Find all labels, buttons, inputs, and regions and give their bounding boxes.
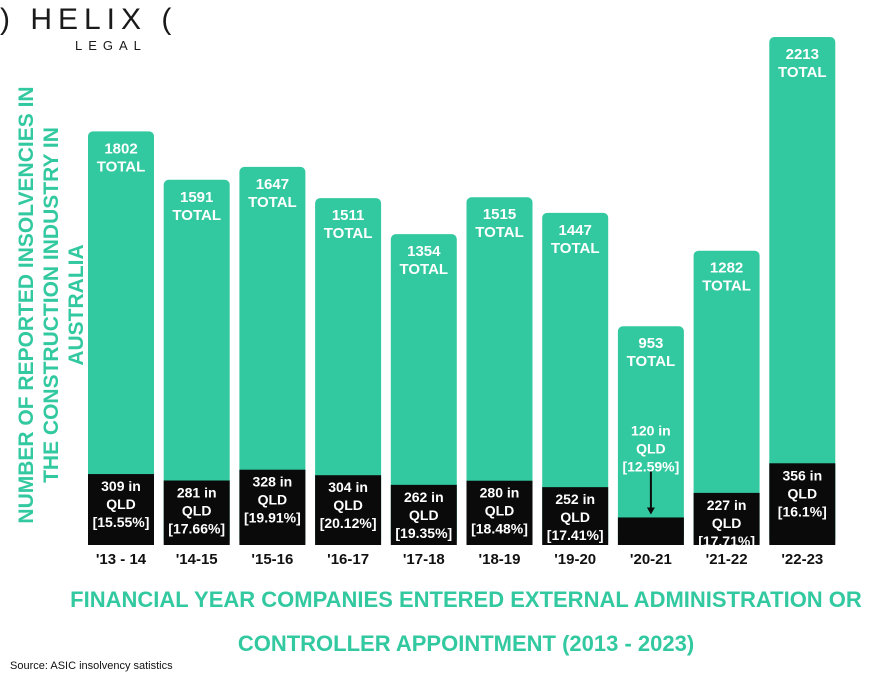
x-tick-label: '13 - 14 — [96, 551, 147, 568]
qld-label: QLD — [333, 497, 363, 513]
qld-bar — [88, 474, 154, 545]
total-label: TOTAL — [399, 261, 448, 278]
helix-legal-logo: ) HELIX ( LEGAL — [0, 0, 230, 60]
qld-bar — [466, 480, 533, 545]
qld-label: 120 in — [631, 422, 671, 438]
logo-wordmark: ) HELIX ( — [0, 3, 178, 36]
total-bar — [315, 198, 382, 546]
total-bar — [542, 212, 609, 545]
qld-label: 262 in — [404, 489, 444, 505]
qld-label: 252 in — [555, 491, 595, 507]
x-tick-label: '17-18 — [403, 551, 445, 568]
qld-label: QLD — [560, 509, 590, 525]
total-label: TOTAL — [324, 225, 373, 242]
qld-label: [15.55%] — [93, 514, 150, 530]
qld-label: [12.59%] — [622, 458, 679, 474]
qld-label: QLD — [788, 485, 818, 501]
total-label: 1647 — [256, 176, 289, 193]
total-label: 1354 — [407, 243, 441, 260]
total-bar — [163, 179, 230, 545]
total-label: TOTAL — [172, 207, 221, 224]
qld-label: [17.41%] — [547, 527, 604, 543]
qld-label: QLD — [712, 515, 742, 531]
total-label: 1515 — [483, 206, 516, 223]
qld-bar — [390, 484, 457, 545]
qld-label: [17.66%] — [168, 520, 225, 536]
qld-label: [16.1%] — [778, 503, 827, 519]
qld-label: QLD — [106, 496, 136, 512]
qld-bar — [769, 463, 836, 545]
qld-label: QLD — [258, 492, 288, 508]
qld-label: QLD — [409, 507, 439, 523]
total-bar — [693, 250, 760, 546]
x-tick-label: '19-20 — [554, 551, 596, 568]
total-label: 1511 — [332, 207, 365, 224]
x-tick-label: '20-21 — [630, 551, 672, 568]
total-bar — [239, 166, 306, 545]
total-bar — [466, 197, 533, 545]
total-label: 953 — [638, 335, 663, 352]
total-bar — [390, 234, 457, 545]
qld-bar — [542, 487, 609, 545]
x-tick-label: '16-17 — [327, 551, 369, 568]
qld-label: 281 in — [177, 484, 217, 500]
qld-bar — [693, 492, 760, 545]
total-bar — [617, 326, 684, 545]
total-label: TOTAL — [551, 240, 600, 257]
x-tick-label: '15-16 — [251, 551, 293, 568]
qld-label: [19.35%] — [395, 525, 452, 541]
qld-label: QLD — [485, 503, 515, 519]
qld-label: 356 in — [782, 467, 822, 483]
qld-label: 328 in — [253, 474, 293, 490]
total-label: TOTAL — [778, 64, 827, 81]
total-label: TOTAL — [475, 224, 524, 241]
x-tick-label: '14-15 — [176, 551, 218, 568]
total-label: 1802 — [104, 140, 137, 157]
x-tick-label: '21-22 — [706, 551, 748, 568]
qld-label: [19.91%] — [244, 510, 301, 526]
total-label: TOTAL — [627, 353, 676, 370]
total-label: 2213 — [786, 46, 819, 63]
total-label: TOTAL — [702, 278, 751, 295]
total-label: TOTAL — [97, 158, 146, 175]
source-note: Source: ASIC insolvency satistics — [10, 660, 173, 672]
total-bar — [769, 37, 836, 545]
qld-label: QLD — [636, 440, 666, 456]
total-label: 1447 — [559, 222, 592, 239]
total-label: 1591 — [180, 189, 213, 206]
qld-label: 309 in — [101, 478, 141, 494]
logo-subtitle: LEGAL — [75, 38, 147, 53]
qld-label: [18.48%] — [471, 521, 528, 537]
qld-label: QLD — [182, 502, 212, 518]
qld-label: 227 in — [707, 497, 747, 513]
x-axis-label: FINANCIAL YEAR COMPANIES ENTERED EXTERNA… — [70, 587, 862, 656]
y-axis-label: NUMBER OF REPORTED INSOLVENCIES IN THE C… — [15, 86, 88, 524]
total-bar — [88, 131, 154, 545]
qld-label: [17.71%] — [698, 533, 755, 549]
qld-label: 304 in — [328, 479, 368, 495]
x-tick-label: '22-23 — [781, 551, 823, 568]
qld-bar — [163, 480, 230, 545]
total-label: 1282 — [710, 260, 743, 277]
x-tick-label: '18-19 — [479, 551, 521, 568]
qld-label: [20.12%] — [320, 515, 377, 531]
qld-arrow-head — [646, 507, 655, 515]
total-label: TOTAL — [248, 194, 297, 211]
qld-bar — [617, 517, 684, 545]
qld-label: 280 in — [480, 485, 520, 501]
qld-bar — [315, 475, 382, 545]
qld-bar — [239, 469, 306, 545]
